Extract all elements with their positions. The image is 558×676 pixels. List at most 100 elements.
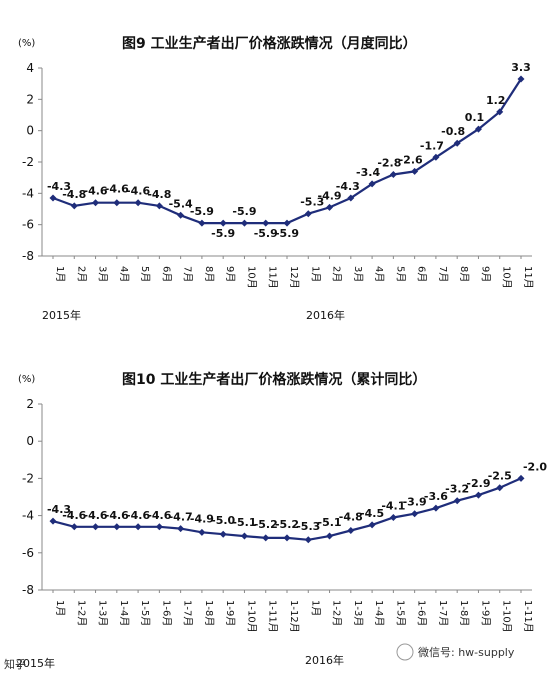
data-point xyxy=(155,523,163,531)
data-point xyxy=(134,523,142,531)
x-tick-label: 1-10月 xyxy=(501,600,513,633)
x-tick-label: 1月 xyxy=(54,266,66,282)
y-tick-label: -6 xyxy=(22,218,34,232)
data-label: -4.6 xyxy=(126,509,150,522)
x-tick-label: 1-9月 xyxy=(224,600,236,626)
data-point xyxy=(113,199,121,207)
x-tick-label: 7月 xyxy=(182,266,194,282)
year-label: 2016年 xyxy=(305,653,344,667)
data-label: -3.9 xyxy=(403,496,427,509)
x-tick-label: 1-7月 xyxy=(437,600,449,626)
y-tick-label: 0 xyxy=(26,434,34,448)
data-label: -5.1 xyxy=(318,516,342,529)
data-label: -5.9 xyxy=(275,227,299,240)
data-label: -4.3 xyxy=(47,180,71,193)
data-label: -4.8 xyxy=(147,188,171,201)
data-point xyxy=(368,180,376,188)
data-label: -1.7 xyxy=(420,139,444,152)
y-tick-label: -2 xyxy=(22,471,34,485)
data-point xyxy=(389,513,397,521)
data-label: -4.8 xyxy=(339,510,363,523)
data-point xyxy=(474,491,482,499)
data-label: -4.9 xyxy=(190,512,214,525)
chart-title: 图10 工业生产者出厂价格涨跌情况（累计同比） xyxy=(122,371,426,388)
x-tick-label: 3月 xyxy=(352,266,364,282)
data-point xyxy=(177,525,185,533)
x-tick-label: 9月 xyxy=(224,266,236,282)
data-point xyxy=(262,219,270,227)
data-point xyxy=(326,532,334,540)
x-tick-label: 1-8月 xyxy=(203,600,215,626)
x-tick-label: 1-3月 xyxy=(97,600,109,626)
data-point xyxy=(219,530,227,538)
data-point xyxy=(304,210,312,218)
data-label: -4.6 xyxy=(84,509,108,522)
x-tick-label: 10月 xyxy=(245,266,257,289)
x-tick-label: 1-4月 xyxy=(118,600,130,626)
wechat-icon xyxy=(396,643,414,661)
data-point xyxy=(70,202,78,210)
x-tick-label: 3月 xyxy=(97,266,109,282)
data-label: -2.0 xyxy=(523,460,547,473)
x-tick-label: 1-6月 xyxy=(416,600,428,626)
data-point xyxy=(411,510,419,518)
data-point xyxy=(347,194,355,202)
x-tick-label: 1-12月 xyxy=(288,600,300,633)
data-label: -4.7 xyxy=(169,511,193,524)
data-label: 1.2 xyxy=(486,94,506,107)
data-point xyxy=(432,504,440,512)
x-tick-label: 1-7月 xyxy=(182,600,194,626)
data-point xyxy=(240,532,248,540)
x-tick-label: 1-2月 xyxy=(331,600,343,626)
y-tick-label: 0 xyxy=(26,124,34,138)
data-point xyxy=(368,521,376,529)
data-point xyxy=(474,125,482,133)
data-label: -4.5 xyxy=(360,507,384,520)
y-tick-label: -4 xyxy=(22,509,34,523)
y-tick-label: -4 xyxy=(22,186,34,200)
data-point xyxy=(49,517,57,525)
data-point xyxy=(326,203,334,211)
data-point xyxy=(155,202,163,210)
x-tick-label: 1-10月 xyxy=(245,600,257,633)
data-point xyxy=(453,497,461,505)
data-point xyxy=(198,528,206,536)
data-point xyxy=(304,536,312,544)
data-point xyxy=(517,75,525,83)
y-tick-label: -6 xyxy=(22,546,34,560)
data-point xyxy=(262,534,270,542)
data-label: -4.6 xyxy=(84,185,108,198)
data-label: -4.9 xyxy=(318,189,342,202)
data-label: -3.2 xyxy=(445,483,469,496)
data-label: -5.1 xyxy=(232,516,256,529)
data-label: -4.6 xyxy=(147,509,171,522)
x-tick-label: 1月 xyxy=(309,600,321,616)
chart-cumulative-yoy: 图10 工业生产者出厂价格涨跌情况（累计同比） (%) 2 0 -2 -4 -6 -8 1月 1-… xyxy=(16,371,547,670)
data-label: -2.5 xyxy=(488,470,512,483)
data-label: -5.0 xyxy=(211,514,235,527)
data-label: 3.3 xyxy=(511,61,531,74)
x-tick-label: 1-11月 xyxy=(267,600,279,633)
data-point xyxy=(432,153,440,161)
data-label: -0.8 xyxy=(441,125,465,138)
data-point xyxy=(389,171,397,179)
unit-label: (%) xyxy=(18,374,35,385)
data-point xyxy=(49,194,57,202)
y-tick-label: 4 xyxy=(26,61,34,75)
data-point xyxy=(453,139,461,147)
watermark-left: 知乎 xyxy=(4,657,26,671)
year-label: 2015年 xyxy=(16,656,55,670)
data-point xyxy=(134,199,142,207)
y-tick-label: 2 xyxy=(26,92,34,106)
data-label: -2.8 xyxy=(377,157,401,170)
data-point xyxy=(283,219,291,227)
data-label: -4.8 xyxy=(62,188,86,201)
x-tick-label: 4月 xyxy=(118,266,130,282)
data-label: -5.3 xyxy=(296,520,320,533)
x-tick-label: 2月 xyxy=(75,266,87,282)
chart-monthly-yoy: 图9 工业生产者出厂价格涨跌情况（月度同比） (%) 4 2 0 -2 -4 -6 -8 1月 2月… xyxy=(18,35,534,322)
x-tick-label: 1-4月 xyxy=(373,600,385,626)
year-label: 2016年 xyxy=(306,308,345,322)
x-tick-label: 6月 xyxy=(160,266,172,282)
data-label: -2.9 xyxy=(466,477,490,490)
